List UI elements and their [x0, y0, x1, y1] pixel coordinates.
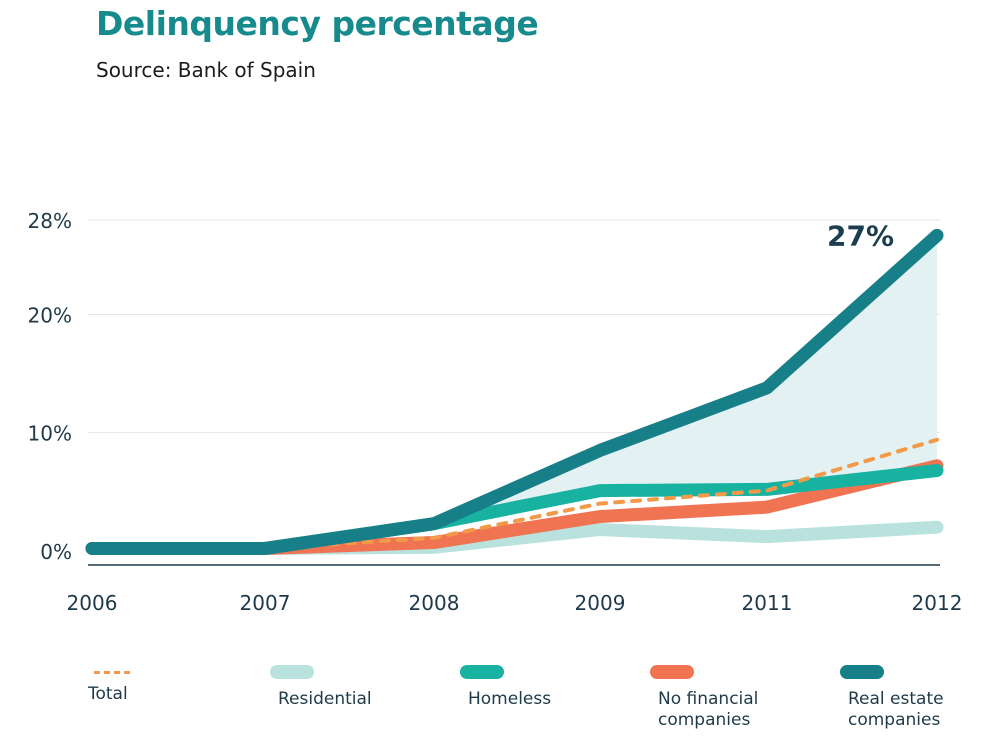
x-tick-label: 2008 [409, 591, 460, 615]
legend-label-real-estate: Real estate companies [848, 689, 944, 730]
legend-swatch-total [94, 671, 130, 674]
real-estate-area [434, 235, 937, 524]
legend-swatch-homeless [460, 665, 504, 679]
legend-label-residential: Residential [278, 689, 372, 709]
legend-item-real-estate: Real estate companies [840, 665, 944, 731]
legend-item-homeless: Homeless [460, 665, 552, 710]
y-tick-label: 10% [28, 422, 72, 446]
y-tick-label: 28% [28, 209, 72, 233]
legend-item-no-financial: No financial companies [650, 665, 759, 731]
x-tick-label: 2011 [742, 591, 793, 615]
legend-label-homeless: Homeless [468, 689, 552, 709]
x-tick-label: 2012 [912, 591, 963, 615]
x-tick-label: 2006 [67, 591, 118, 615]
legend-label-total: Total [88, 684, 128, 704]
legend-label-no-financial: No financial companies [658, 689, 759, 730]
legend-swatch-real-estate [840, 665, 884, 679]
x-tick-label: 2007 [240, 591, 291, 615]
x-tick-label: 2009 [575, 591, 626, 615]
chart-title: Delinquency percentage [96, 4, 539, 43]
y-tick-label: 20% [28, 304, 72, 328]
y-tick-label: 0% [40, 540, 72, 564]
line-chart: 0% 10% 20% 28% 2006 2007 2008 2009 2011 2012 27% [28, 209, 963, 615]
legend-swatch-residential [270, 665, 314, 679]
legend-item-residential: Residential [270, 665, 372, 710]
annotation-label: 27% [827, 219, 894, 252]
series-line-real-estate [85, 228, 944, 555]
legend-swatch-no-financial [650, 665, 694, 679]
legend-item-total: Total [88, 665, 130, 705]
chart-subtitle: Source: Bank of Spain [96, 58, 316, 82]
